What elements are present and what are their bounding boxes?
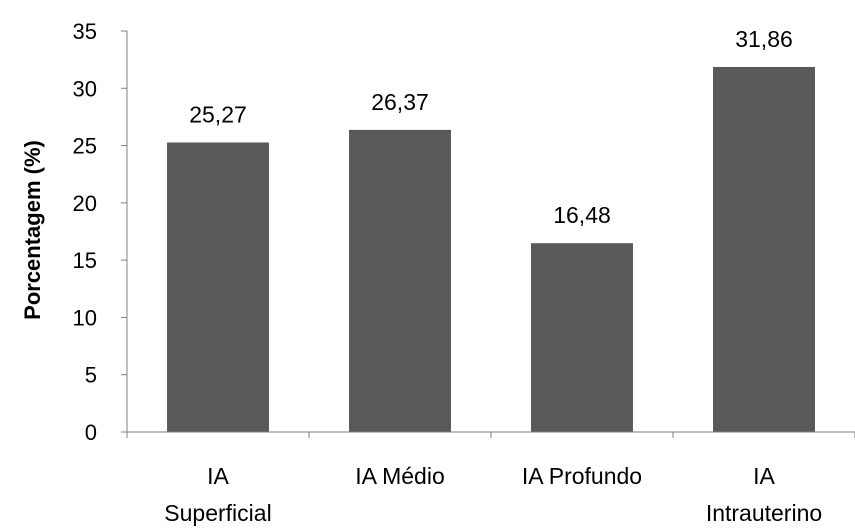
y-tick-label: 10 [73,305,97,330]
y-tick-label: 20 [73,191,97,216]
data-label: 25,27 [189,101,247,127]
x-category-label: IA Profundo [522,463,642,489]
bar [531,243,633,432]
bar [349,129,451,433]
data-label: 31,86 [735,26,793,52]
x-category-label: IA Superficial [164,463,271,526]
data-label: 16,48 [553,202,611,228]
y-tick-label: 30 [73,76,97,101]
y-axis-title: Porcentagem (%) [20,140,45,320]
x-category-label: IA Médio [355,463,445,489]
x-category-label: IA Intrauterino [706,463,822,526]
bar [167,142,269,432]
y-tick-label: 35 [73,19,97,44]
y-tick-label: 5 [85,363,97,388]
y-tick-label: 0 [85,420,97,445]
bar [713,66,815,432]
y-tick-label: 25 [73,134,97,159]
bars-group [167,66,815,433]
x-axis: IA Superficial IA Médio IA Profundo IA Intrau… [126,431,855,526]
data-labels-group: 25,27 26,37 16,48 31,86 [189,26,793,228]
data-label: 26,37 [371,89,429,115]
y-tick-label: 15 [73,248,97,273]
y-axis: 0 5 10 15 20 25 30 35 [73,19,128,445]
